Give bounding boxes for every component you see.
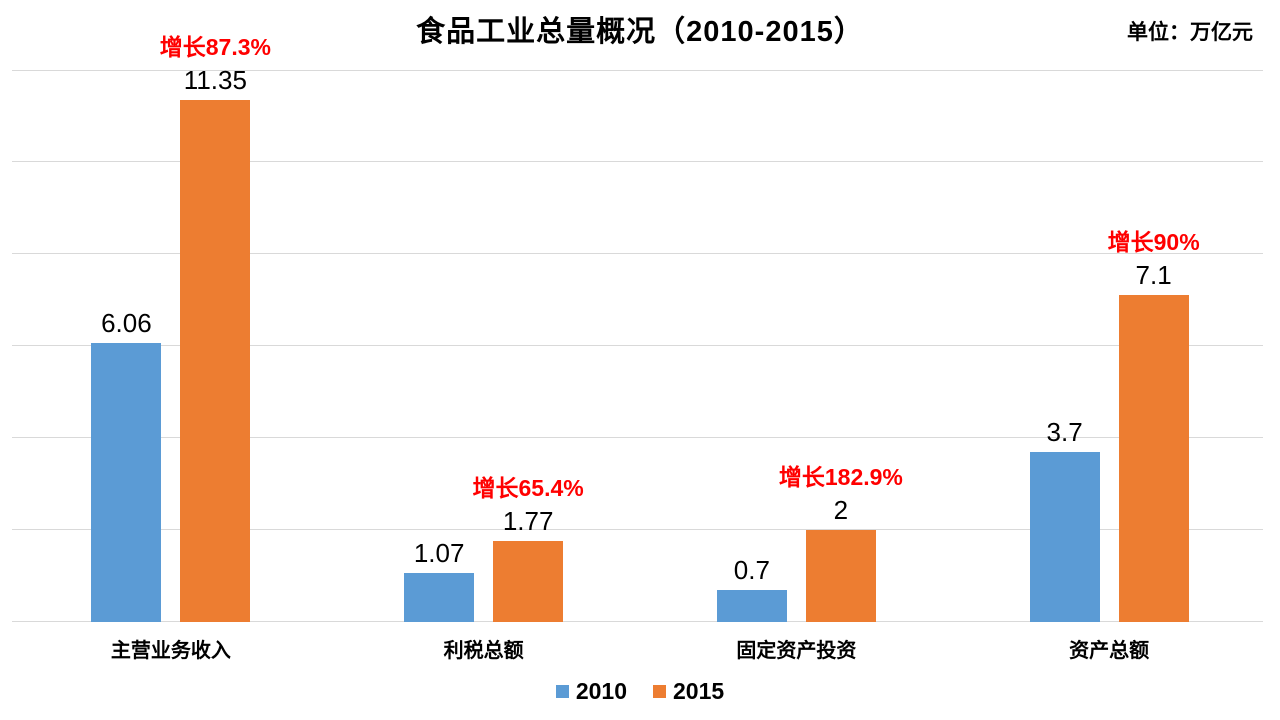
bar-group-2010: 6.06	[91, 307, 162, 622]
category-label: 固定资产投资	[736, 640, 857, 662]
growth-annotation: 增长182.9%	[778, 464, 903, 490]
value-label: 2	[833, 495, 849, 525]
plot-area: 6.06 增长87.3% 11.35 1.07 增长65.4% 1.77 0.7 增长182.…	[12, 34, 1263, 622]
bar-2010	[91, 343, 162, 622]
bar-2015	[180, 99, 251, 622]
legend-item-2010: 2010	[555, 678, 627, 704]
unit-label: 单位：万亿元	[1127, 21, 1253, 44]
gridline	[12, 345, 1263, 346]
bar-group-2015: 增长87.3% 11.35	[160, 32, 271, 622]
bar-group-2010: 1.07	[404, 537, 475, 622]
category-label: 主营业务收入	[110, 640, 231, 662]
legend: 2010 2015	[0, 678, 1280, 704]
value-label: 1.77	[502, 505, 554, 536]
gridline	[12, 70, 1263, 71]
bar-group-2010: 0.7	[716, 554, 787, 622]
bar-group-2015: 增长65.4% 1.77	[473, 473, 584, 622]
growth-annotation: 增长65.4%	[472, 474, 584, 501]
value-label: 6.06	[101, 308, 152, 339]
legend-swatch-icon	[653, 684, 666, 698]
bar-2010	[404, 572, 475, 622]
bar-2015	[805, 530, 876, 622]
legend-label: 2010	[575, 678, 627, 704]
growth-annotation: 增长90%	[1107, 229, 1200, 256]
gridline	[12, 621, 1263, 622]
value-label: 3.7	[1046, 416, 1083, 447]
legend-item-2015: 2015	[653, 678, 724, 704]
bar-2015	[1118, 295, 1189, 622]
bar-group-2015: 增长182.9% 2	[779, 462, 903, 622]
gridline	[12, 161, 1263, 162]
bar-2015	[493, 540, 564, 622]
value-label: 0.7	[733, 554, 770, 585]
category-label: 利税总额	[443, 640, 524, 662]
value-label: 7.1	[1135, 260, 1172, 291]
bar-group-2010: 3.7	[1029, 416, 1100, 622]
value-label: 11.35	[183, 64, 247, 95]
gridline	[12, 529, 1263, 530]
bar-group-2015: 增长90% 7.1	[1108, 227, 1200, 622]
category-label: 资产总额	[1069, 640, 1150, 662]
bar-2010	[716, 589, 787, 622]
value-label: 1.07	[413, 537, 465, 568]
legend-label: 2015	[673, 678, 725, 704]
chart-title: 食品工业总量概况（2010-2015）	[416, 16, 864, 48]
gridline	[12, 437, 1263, 438]
growth-annotation: 增长87.3%	[159, 33, 271, 60]
gridline	[12, 253, 1263, 254]
legend-swatch-icon	[555, 684, 569, 698]
bar-2010	[1029, 451, 1100, 622]
